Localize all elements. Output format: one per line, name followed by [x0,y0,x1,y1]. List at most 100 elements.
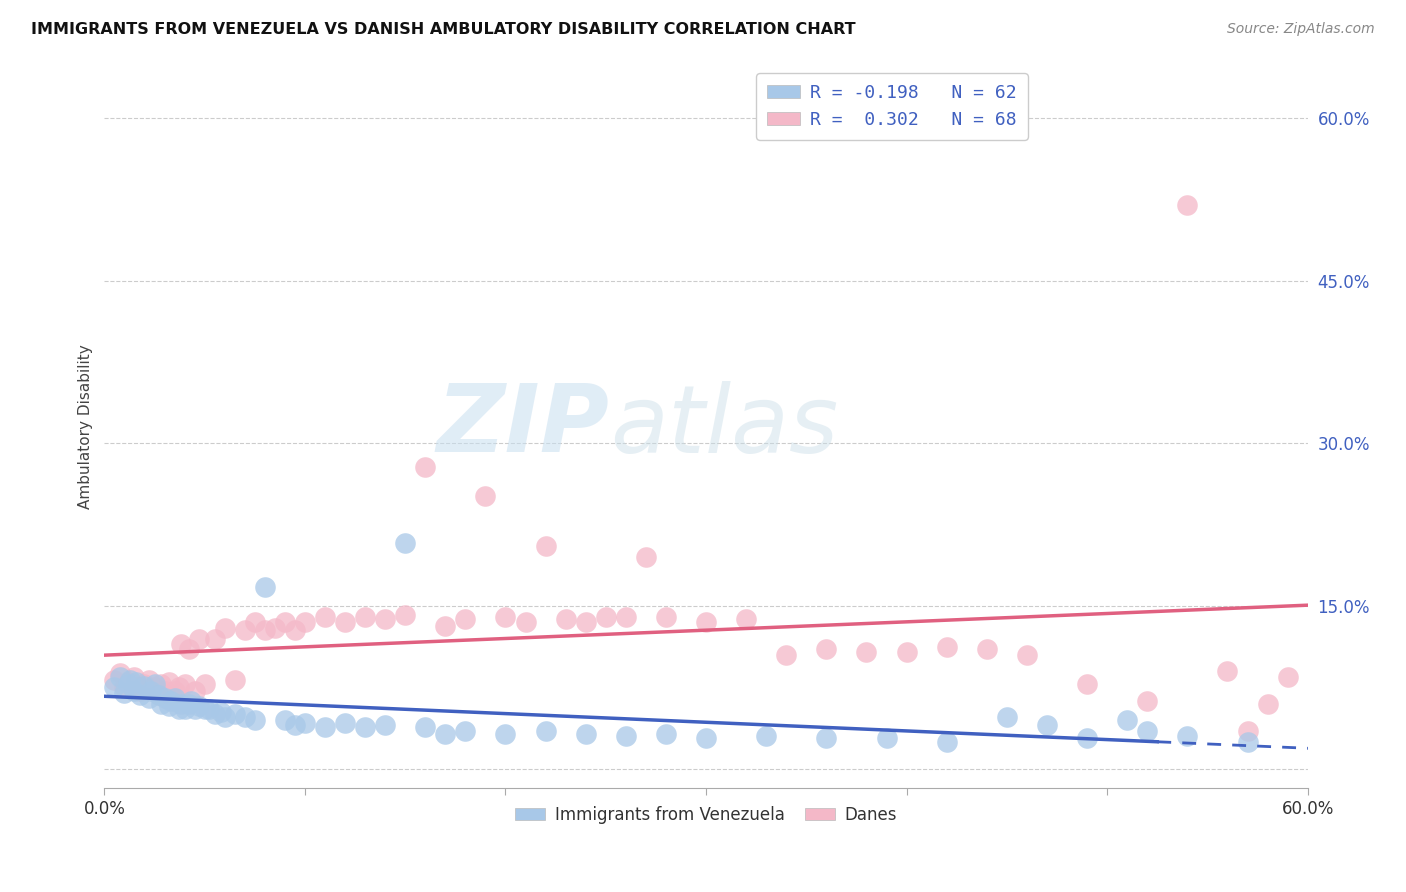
Point [735,612,758,626]
Point [194,702,217,716]
Point [1216,664,1239,678]
Point [224,707,246,722]
Point [183,683,205,698]
Point [209,706,232,720]
Point [554,612,576,626]
Point [103,673,125,687]
Text: atlas: atlas [610,381,838,472]
Point [214,621,236,635]
Point [143,681,166,695]
Point [655,727,678,741]
Point [695,615,717,630]
Point [575,727,598,741]
Point [153,691,176,706]
Point [134,679,156,693]
Point [204,632,226,646]
Point [167,681,190,695]
Point [169,697,191,711]
Point [125,675,148,690]
Point [534,540,557,554]
Point [159,694,181,708]
Point [755,729,778,743]
Point [110,666,132,681]
Point [138,673,160,687]
Point [124,669,146,683]
Point [896,645,918,659]
Point [117,677,139,691]
Point [180,694,202,708]
Point [855,645,877,659]
Point [374,612,396,626]
Point [129,683,152,698]
Point [194,677,217,691]
Point [103,681,125,695]
Point [413,721,436,735]
Point [117,675,139,690]
Point [274,615,297,630]
Point [1257,697,1279,711]
Point [614,729,637,743]
Point [595,610,617,624]
Point [333,615,356,630]
Point [173,677,195,691]
Point [134,677,156,691]
Point [169,637,191,651]
Point [263,621,285,635]
Point [173,702,195,716]
Point [124,683,146,698]
Point [183,702,205,716]
Point [153,683,176,698]
Text: ZIP: ZIP [437,380,610,472]
Point [253,580,276,594]
Point [243,615,266,630]
Point [634,550,657,565]
Point [129,688,152,702]
Legend: Immigrants from Venezuela, Danes: Immigrants from Venezuela, Danes [508,799,904,830]
Point [274,713,297,727]
Point [148,688,170,702]
Point [413,460,436,475]
Point [515,615,537,630]
Point [233,709,256,723]
Point [177,697,200,711]
Point [149,677,172,691]
Point [284,623,307,637]
Point [534,723,557,738]
Point [284,718,307,732]
Point [1076,731,1098,746]
Point [204,707,226,722]
Point [775,648,797,662]
Point [1175,729,1198,743]
Point [243,713,266,727]
Point [1116,713,1139,727]
Point [314,721,336,735]
Point [1036,718,1059,732]
Point [157,698,180,713]
Point [233,623,256,637]
Point [177,642,200,657]
Point [876,731,898,746]
Point [114,681,136,695]
Point [314,610,336,624]
Point [1175,198,1198,212]
Point [815,731,838,746]
Point [614,610,637,624]
Point [655,610,678,624]
Point [1076,677,1098,691]
Point [125,681,148,695]
Point [1136,723,1159,738]
Point [474,488,496,502]
Point [976,642,998,657]
Point [374,718,396,732]
Point [695,731,717,746]
Point [434,727,457,741]
Point [995,709,1018,723]
Point [139,683,162,698]
Point [163,691,186,706]
Point [294,716,316,731]
Point [197,702,219,716]
Point [159,688,181,702]
Point [815,642,838,657]
Text: Source: ZipAtlas.com: Source: ZipAtlas.com [1227,22,1375,37]
Point [110,669,132,683]
